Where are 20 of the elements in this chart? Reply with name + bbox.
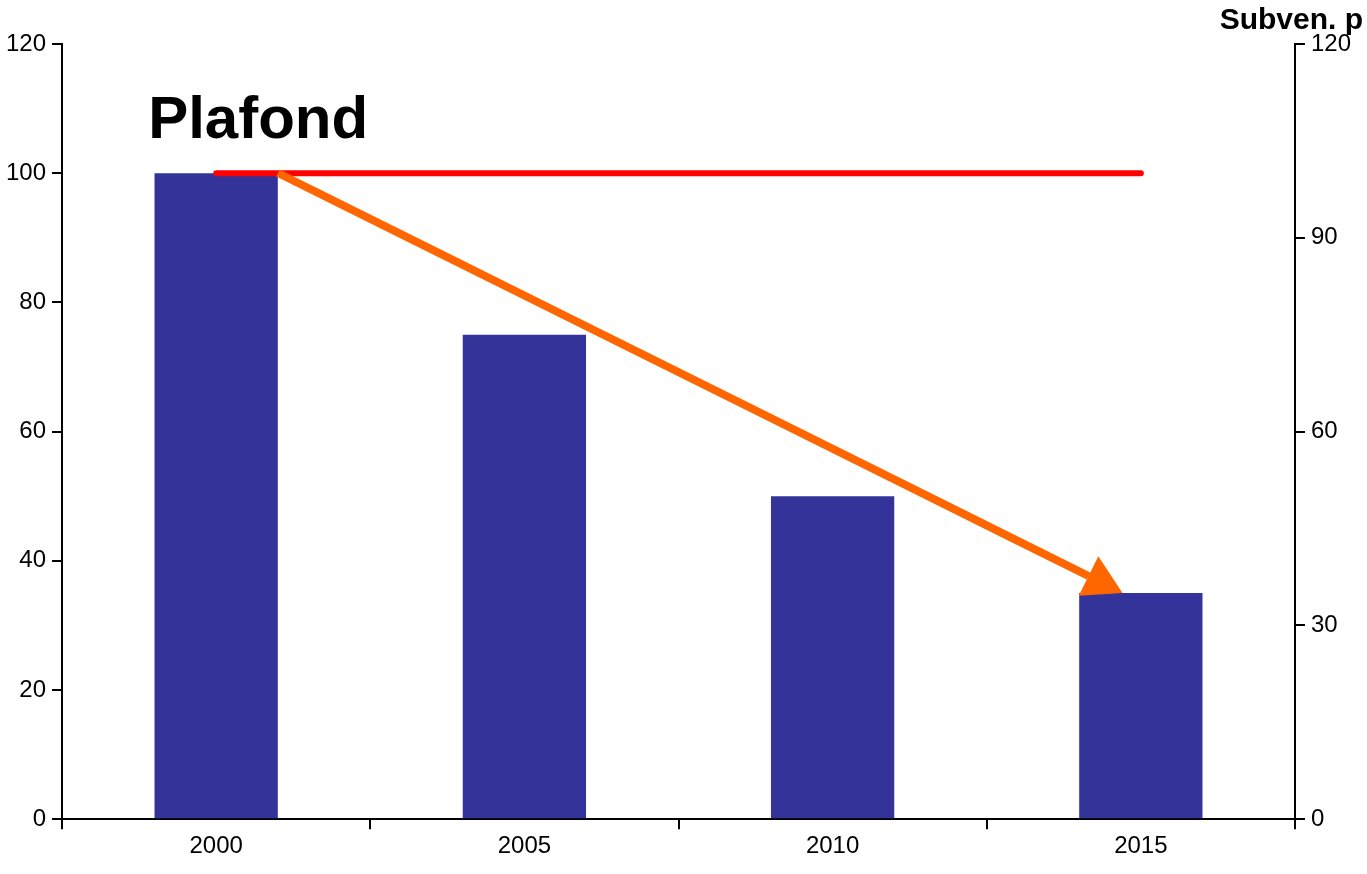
y2-tick-label: 0 — [1310, 803, 1325, 831]
y-tick-label: 80 — [19, 287, 47, 315]
bar — [154, 173, 278, 819]
x-tick-label: 2015 — [1114, 831, 1168, 859]
bar — [770, 496, 895, 819]
y-tick-label: 60 — [19, 416, 47, 444]
y2-tick-label: 60 — [1310, 416, 1338, 444]
x-tick-label: 2010 — [805, 831, 860, 859]
bar — [1079, 593, 1203, 819]
annotation: Plafond — [148, 83, 369, 151]
x-tick-label: 2005 — [497, 831, 552, 859]
y-tick-label: 0 — [32, 803, 47, 831]
y2-tick-label: 30 — [1310, 610, 1338, 638]
y-tick-label: 120 — [6, 28, 47, 56]
y-tick-label: 40 — [19, 545, 47, 573]
x-tick-label: 2000 — [189, 831, 243, 859]
y2-tick-label: 90 — [1310, 222, 1338, 250]
y-tick-label: 100 — [6, 157, 47, 185]
y-tick-label: 20 — [19, 674, 47, 702]
bar — [462, 334, 587, 819]
